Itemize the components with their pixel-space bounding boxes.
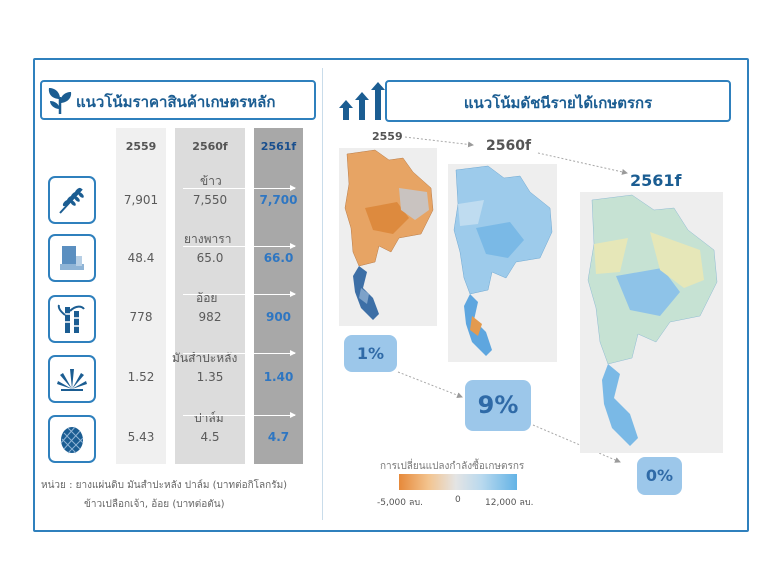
leaf-sprout-icon (48, 88, 72, 114)
rice-icon-box (48, 176, 96, 224)
unit-note-line2: ข้าวเปลือกเจ้า, อ้อย (บาทต่อตัน) (84, 499, 225, 510)
thailand-map-2561f (587, 194, 718, 446)
palm-fruit-icon (60, 426, 84, 454)
farmer-income-title-box: แนวโน้มดัชนีรายได้เกษตรกร (385, 80, 731, 122)
rubber-2560f-value: 65.0 (196, 251, 224, 265)
rising-arrows-icon (339, 82, 385, 120)
rubber-2559-value: 48.4 (127, 251, 155, 265)
thailand-map-2560f (453, 165, 553, 356)
rubber-icon-box (48, 234, 96, 282)
rice-2560f-value: 7,550 (192, 193, 228, 207)
commodity-price-title-box: แนวโน้มราคาสินค้าเกษตรหลัก (40, 80, 316, 120)
sugarcane-icon-box (48, 295, 96, 343)
pct-badge-2561f: 0% (637, 457, 682, 495)
cassava-2559-value: 1.52 (127, 370, 155, 384)
rice-2561f-value: 7,700 (259, 193, 298, 207)
cassava-icon-box (48, 355, 96, 403)
map-2560f (448, 164, 557, 362)
column-2560f (175, 128, 245, 464)
legend-min-label: -5,000 ลบ. (377, 498, 423, 508)
cassava-2561f-value: 1.40 (263, 370, 294, 384)
row-arrow-palm (183, 412, 296, 418)
rice-2559-value: 7,901 (123, 193, 159, 207)
cassava-icon (57, 369, 87, 391)
map-2559 (339, 148, 437, 326)
map-year-2560f: 2560f (486, 138, 532, 154)
legend-color-scale (399, 474, 517, 490)
legend-max-label: 12,000 ลบ. (485, 498, 534, 508)
sugarcane-icon (57, 304, 85, 333)
row-arrow-cassava (183, 350, 296, 356)
pct-badge-2559: 1% (344, 335, 397, 372)
pct-badge-2560f: 9% (465, 380, 531, 431)
sugarcane-2561f-value: 900 (265, 310, 292, 324)
commodity-name-rubber: ยางพารา (184, 232, 232, 246)
rubber-sheet-icon (60, 246, 84, 270)
year-header-2559: 2559 (125, 140, 157, 153)
map-2561f (580, 192, 723, 453)
palm-2560f-value: 4.5 (200, 430, 220, 444)
cassava-2560f-value: 1.35 (196, 370, 224, 384)
commodity-price-title: แนวโน้มราคาสินค้าเกษตรหลัก (76, 93, 276, 111)
row-arrow-sugarcane (183, 291, 296, 297)
commodity-name-palm: ปาล์ม (194, 411, 224, 425)
year-header-2561f: 2561f (260, 140, 297, 153)
rubber-2561f-value: 66.0 (263, 251, 294, 265)
year-header-2560f: 2560f (192, 140, 228, 153)
legend-mid-label: 0 (455, 495, 461, 505)
legend-title: การเปลี่ยนแปลงกำลังซื้อเกษตรกร (380, 461, 525, 472)
map-year-2561f: 2561f (630, 171, 682, 190)
section-divider (322, 68, 323, 520)
commodity-name-cassava: มันสำปะหลัง (172, 351, 238, 365)
map-year-2559: 2559 (372, 130, 403, 143)
farmer-income-title: แนวโน้มดัชนีรายได้เกษตรกร (463, 94, 653, 112)
column-2559 (116, 128, 166, 464)
row-arrow-rice (183, 185, 296, 191)
palm-2561f-value: 4.7 (267, 430, 290, 444)
row-arrow-rubber (183, 243, 296, 249)
unit-note-line1: หน่วย : ยางแผ่นดิบ มันสำปะหลัง ปาล์ม (บา… (41, 480, 288, 491)
sugarcane-2559-value: 778 (129, 310, 153, 324)
palm-icon-box (48, 415, 96, 463)
commodity-name-rice: ข้าว (200, 174, 222, 188)
thailand-map-2559 (344, 149, 434, 320)
palm-2559-value: 5.43 (127, 430, 155, 444)
rice-icon (59, 187, 84, 214)
sugarcane-2560f-value: 982 (198, 310, 222, 324)
